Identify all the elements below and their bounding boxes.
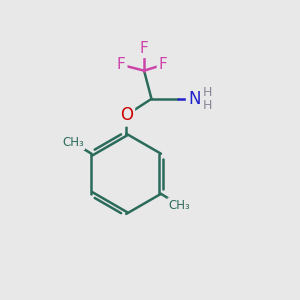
Text: H: H xyxy=(202,99,212,112)
Text: O: O xyxy=(120,106,133,124)
Text: H: H xyxy=(202,86,212,99)
Text: F: F xyxy=(140,41,148,56)
Text: CH₃: CH₃ xyxy=(62,136,84,149)
Text: N: N xyxy=(188,90,201,108)
Text: F: F xyxy=(159,57,168,72)
Text: F: F xyxy=(116,57,125,72)
Text: CH₃: CH₃ xyxy=(169,199,190,212)
